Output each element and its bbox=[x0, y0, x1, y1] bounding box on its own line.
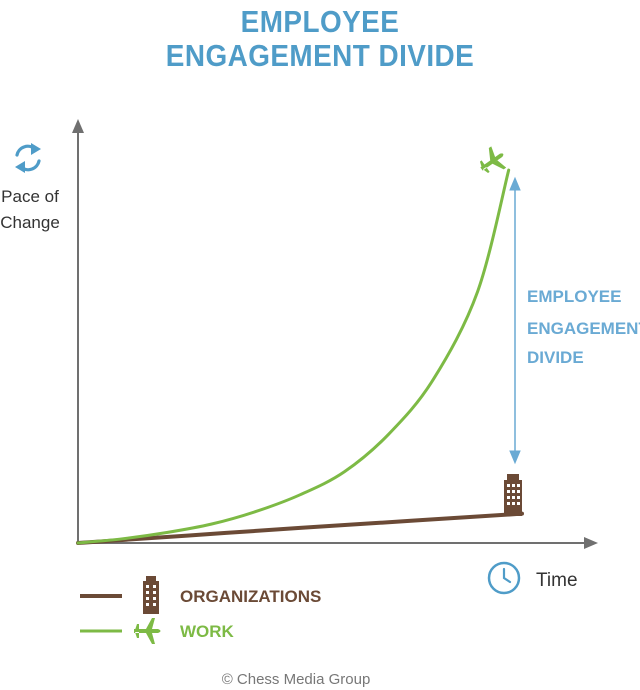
legend-item-organizations: ORGANIZATIONS bbox=[80, 576, 321, 614]
legend-item-work: WORK bbox=[80, 618, 235, 644]
chart-title-line-1: EMPLOYEE bbox=[240, 4, 400, 39]
series-line-organizations bbox=[76, 511, 524, 545]
legend-label-organizations: ORGANIZATIONS bbox=[180, 587, 321, 606]
engagement-divide-arrow bbox=[509, 176, 521, 465]
building-icon bbox=[143, 576, 159, 614]
divide-label-line-2: ENGAGEMENT bbox=[527, 319, 640, 338]
legend-label-work: WORK bbox=[180, 622, 235, 641]
airplane-icon bbox=[134, 618, 161, 644]
footer-credit: © Chess Media Group bbox=[222, 671, 371, 688]
x-axis-arrow bbox=[584, 537, 598, 549]
airplane-icon bbox=[479, 146, 507, 174]
chart-title-line-2: ENGAGEMENT DIVIDE bbox=[165, 38, 475, 73]
series-line-work bbox=[76, 168, 511, 545]
refresh-cycle-icon bbox=[15, 143, 41, 173]
clock-icon bbox=[487, 561, 521, 595]
x-axis-label: Time bbox=[536, 570, 578, 591]
divide-label-line-3: DIVIDE bbox=[527, 348, 584, 367]
divide-label-line-1: EMPLOYEE bbox=[527, 287, 621, 306]
y-axis-arrow bbox=[72, 119, 84, 133]
y-axis-label-line-1: Pace of bbox=[1, 187, 59, 206]
y-axis-label-line-2: Change bbox=[0, 213, 60, 232]
building-icon bbox=[504, 474, 522, 516]
